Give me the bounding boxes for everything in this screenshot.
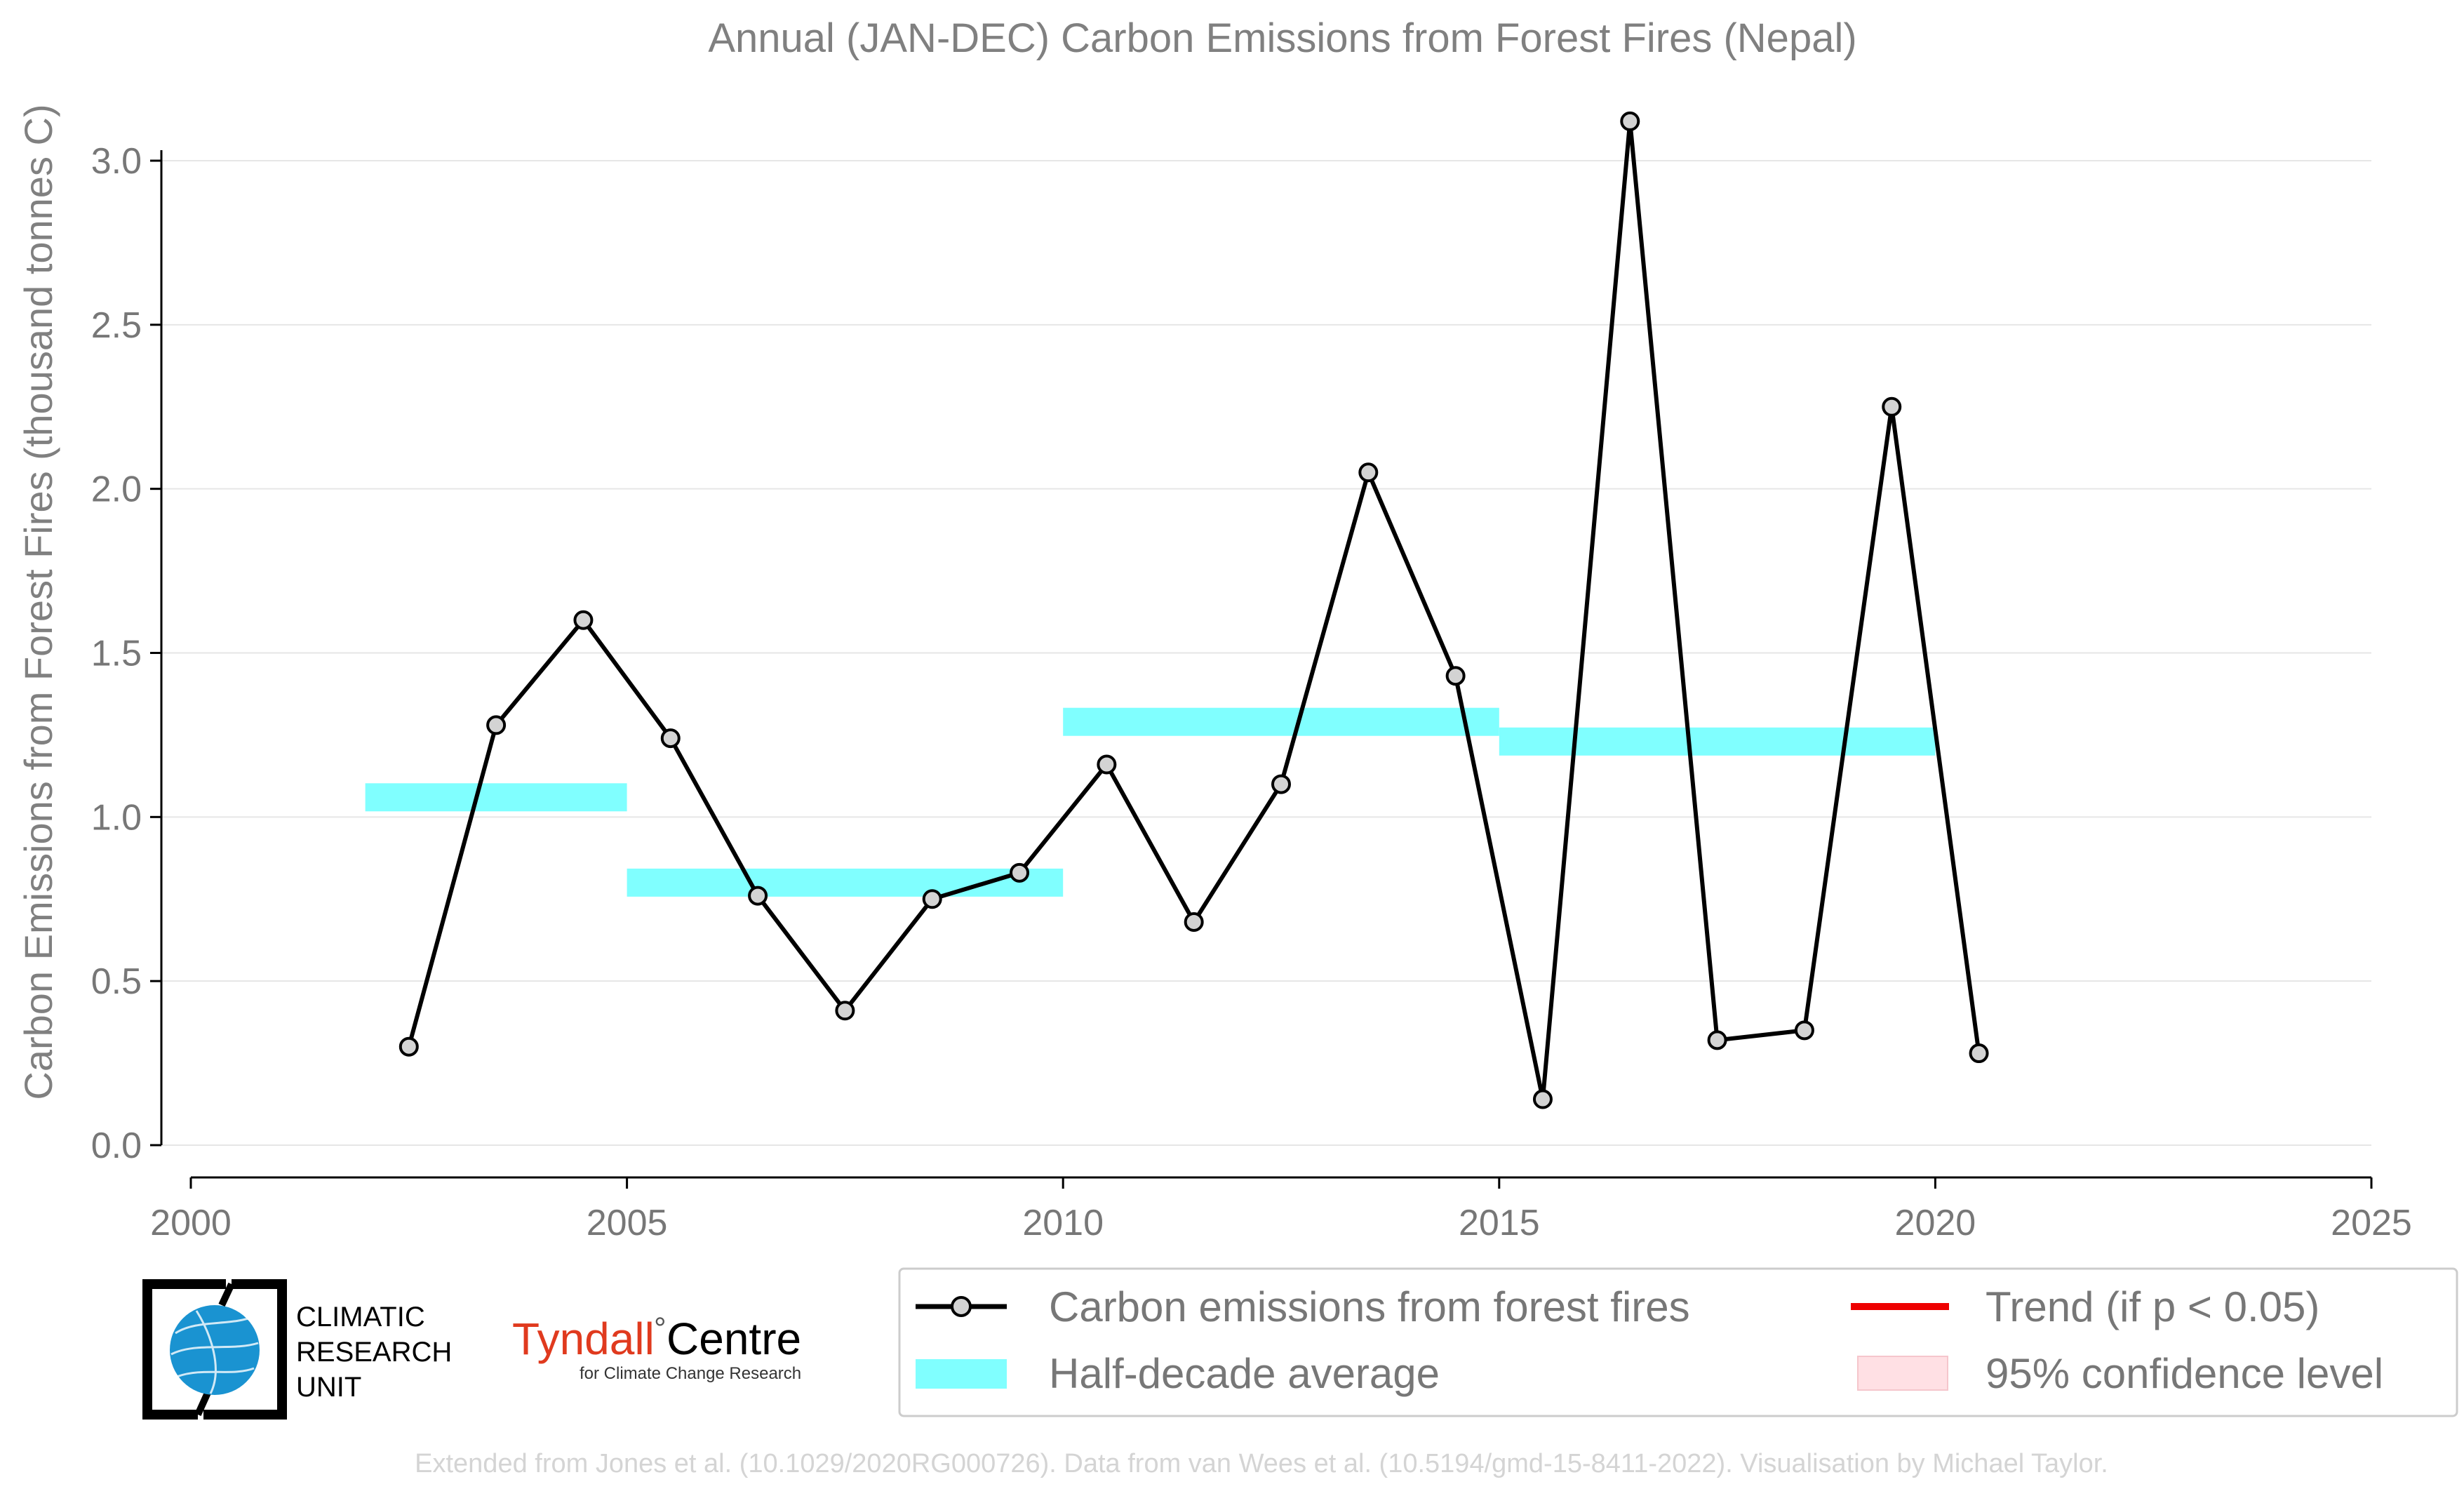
- chart-title: Annual (JAN-DEC) Carbon Emissions from F…: [708, 15, 1856, 61]
- emissions-point: [1271, 774, 1291, 794]
- x-tick-label: 2010: [1022, 1203, 1104, 1243]
- cru-logo-text-line1: CLIMATIC: [296, 1302, 425, 1333]
- y-tick-label: 2.0: [91, 469, 142, 510]
- legend-label-half-decade: Half-decade average: [1049, 1350, 1440, 1397]
- legend-band-swatch: [916, 1359, 1007, 1389]
- emissions-point: [399, 1036, 419, 1057]
- globe-contour-lines: [170, 1310, 259, 1394]
- cru-logo: CLIMATIC RESEARCH UNIT: [142, 1279, 452, 1420]
- emissions-point: [486, 715, 507, 735]
- half-decade-band: [1499, 727, 1936, 756]
- legend-frame: [898, 1267, 2458, 1417]
- y-tick-label: 0.0: [91, 1126, 142, 1166]
- legend: Carbon emissions from forest fires Half-…: [898, 1267, 2458, 1417]
- x-tick-label: 2025: [2331, 1203, 2412, 1243]
- cru-logo-text-line2: RESEARCH: [296, 1337, 452, 1368]
- x-tick-label: 2005: [587, 1203, 668, 1243]
- legend-item-trend: Trend (if p < 0.05): [1851, 1283, 2319, 1330]
- half-decade-band: [627, 868, 1064, 897]
- gridlines: [161, 160, 2371, 1146]
- emissions-series: [399, 111, 1989, 1109]
- emissions-point: [1882, 396, 1902, 417]
- emissions-point: [573, 610, 594, 630]
- credit-line: Extended from Jones et al. (10.1029/2020…: [415, 1449, 2108, 1478]
- emissions-point: [1707, 1030, 1727, 1050]
- tick-labels: 0.0 0.5 1.0 1.5 2.0 2.5 3.0 2000 2005 2010 2015 202…: [91, 141, 2412, 1243]
- tyndall-logo: Tyndall ° Centre for Climate Change Rese…: [512, 1311, 801, 1383]
- tyndall-logo-name: Tyndall: [512, 1314, 655, 1364]
- tyndall-logo-centre: Centre: [667, 1314, 801, 1364]
- y-tick-label: 2.5: [91, 305, 142, 346]
- emissions-point: [1794, 1020, 1814, 1041]
- cru-logo-slash-top: [218, 1282, 235, 1307]
- y-axis-title: Carbon Emissions from Forest Fires (thou…: [16, 104, 60, 1100]
- legend-marker-swatch: [951, 1296, 972, 1317]
- emissions-point: [1184, 911, 1204, 932]
- emissions-point: [1445, 666, 1466, 686]
- emissions-point: [835, 1001, 855, 1021]
- y-tick-label: 3.0: [91, 141, 142, 182]
- y-tick-label: 1.5: [91, 634, 142, 674]
- x-tick-label: 2020: [1895, 1203, 1976, 1243]
- tyndall-logo-degree: °: [654, 1311, 667, 1346]
- emissions-point: [660, 728, 681, 749]
- x-tick-label: 2015: [1459, 1203, 1540, 1243]
- legend-item-emissions: Carbon emissions from forest fires: [916, 1283, 1690, 1330]
- emissions-point: [1620, 111, 1640, 131]
- legend-label-emissions: Carbon emissions from forest fires: [1049, 1283, 1690, 1330]
- emissions-point: [748, 886, 768, 906]
- emissions-point: [1358, 462, 1379, 483]
- half-decade-band: [1063, 707, 1499, 736]
- emissions-point: [1010, 862, 1030, 883]
- emissions-point: [922, 889, 942, 909]
- cru-logo-slash-bottom: [194, 1391, 211, 1417]
- half-decade-band: [365, 783, 627, 812]
- y-tick-label: 0.5: [91, 961, 142, 1002]
- x-tick-label: 2000: [150, 1203, 232, 1243]
- legend-label-trend: Trend (if p < 0.05): [1986, 1283, 2319, 1330]
- tyndall-logo-subtitle: for Climate Change Research: [580, 1364, 801, 1383]
- legend-item-confidence: 95% confidence level: [1857, 1350, 2383, 1397]
- legend-confidence-swatch: [1857, 1356, 1948, 1391]
- legend-label-confidence: 95% confidence level: [1986, 1350, 2383, 1397]
- emissions-point: [1969, 1043, 1989, 1064]
- emissions-point: [1532, 1089, 1553, 1109]
- emissions-line: [406, 121, 1981, 1100]
- legend-item-half-decade: Half-decade average: [916, 1350, 1440, 1397]
- cru-logo-text-line3: UNIT: [296, 1372, 361, 1403]
- axes: [150, 150, 2373, 1189]
- cru-logo-frame: [142, 1279, 287, 1420]
- emissions-point: [1097, 754, 1117, 775]
- y-tick-label: 1.0: [91, 797, 142, 838]
